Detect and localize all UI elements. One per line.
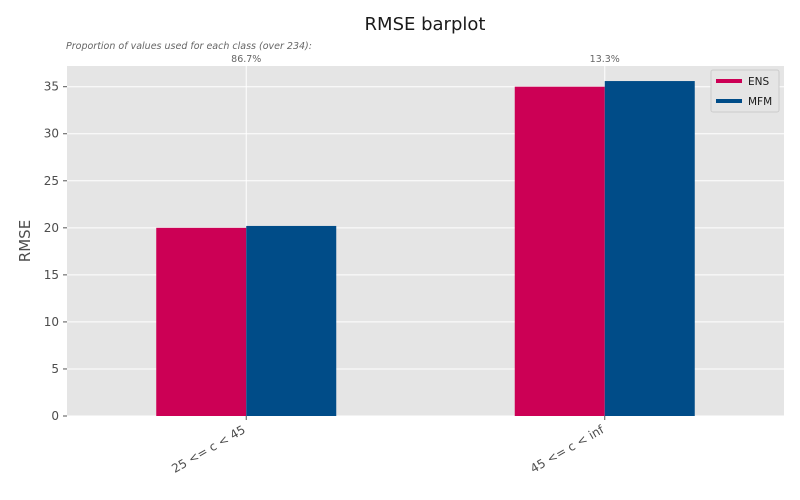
legend-label-mfm: MFM — [748, 96, 772, 108]
y-tick-label: 25 — [44, 174, 59, 188]
bar-mfm — [246, 225, 337, 416]
y-axis-label: RMSE — [16, 220, 34, 262]
chart-subtitle: Proportion of values used for each class… — [66, 41, 312, 52]
x-axis-ticks: 25 <= c < 45 45 <= c < inf — [169, 416, 607, 476]
y-tick-label: 35 — [44, 80, 59, 94]
class-proportion-label: 86.7% — [231, 54, 261, 65]
x-tick-label: 25 <= c < 45 — [169, 422, 248, 475]
class-proportion-label: 13.3% — [590, 54, 620, 65]
bar-ens — [514, 86, 605, 417]
y-tick-label: 5 — [51, 362, 59, 376]
chart-title: RMSE barplot — [365, 14, 486, 35]
legend: ENS MFM — [710, 69, 780, 113]
y-tick-label: 30 — [44, 127, 59, 141]
y-tick-label: 10 — [44, 315, 59, 329]
class-proportions: 86.7% 13.3% — [231, 54, 620, 65]
y-tick-label: 15 — [44, 268, 59, 282]
y-tick-label: 0 — [51, 409, 59, 423]
bars — [156, 81, 695, 417]
y-tick-label: 20 — [44, 221, 59, 235]
bar-mfm — [604, 81, 695, 416]
y-axis-ticks: 0 5 10 15 20 25 30 35 — [44, 80, 67, 423]
x-tick-label: 45 <= c < inf — [528, 422, 607, 476]
legend-label-ens: ENS — [748, 76, 769, 88]
bar-ens — [156, 227, 247, 416]
